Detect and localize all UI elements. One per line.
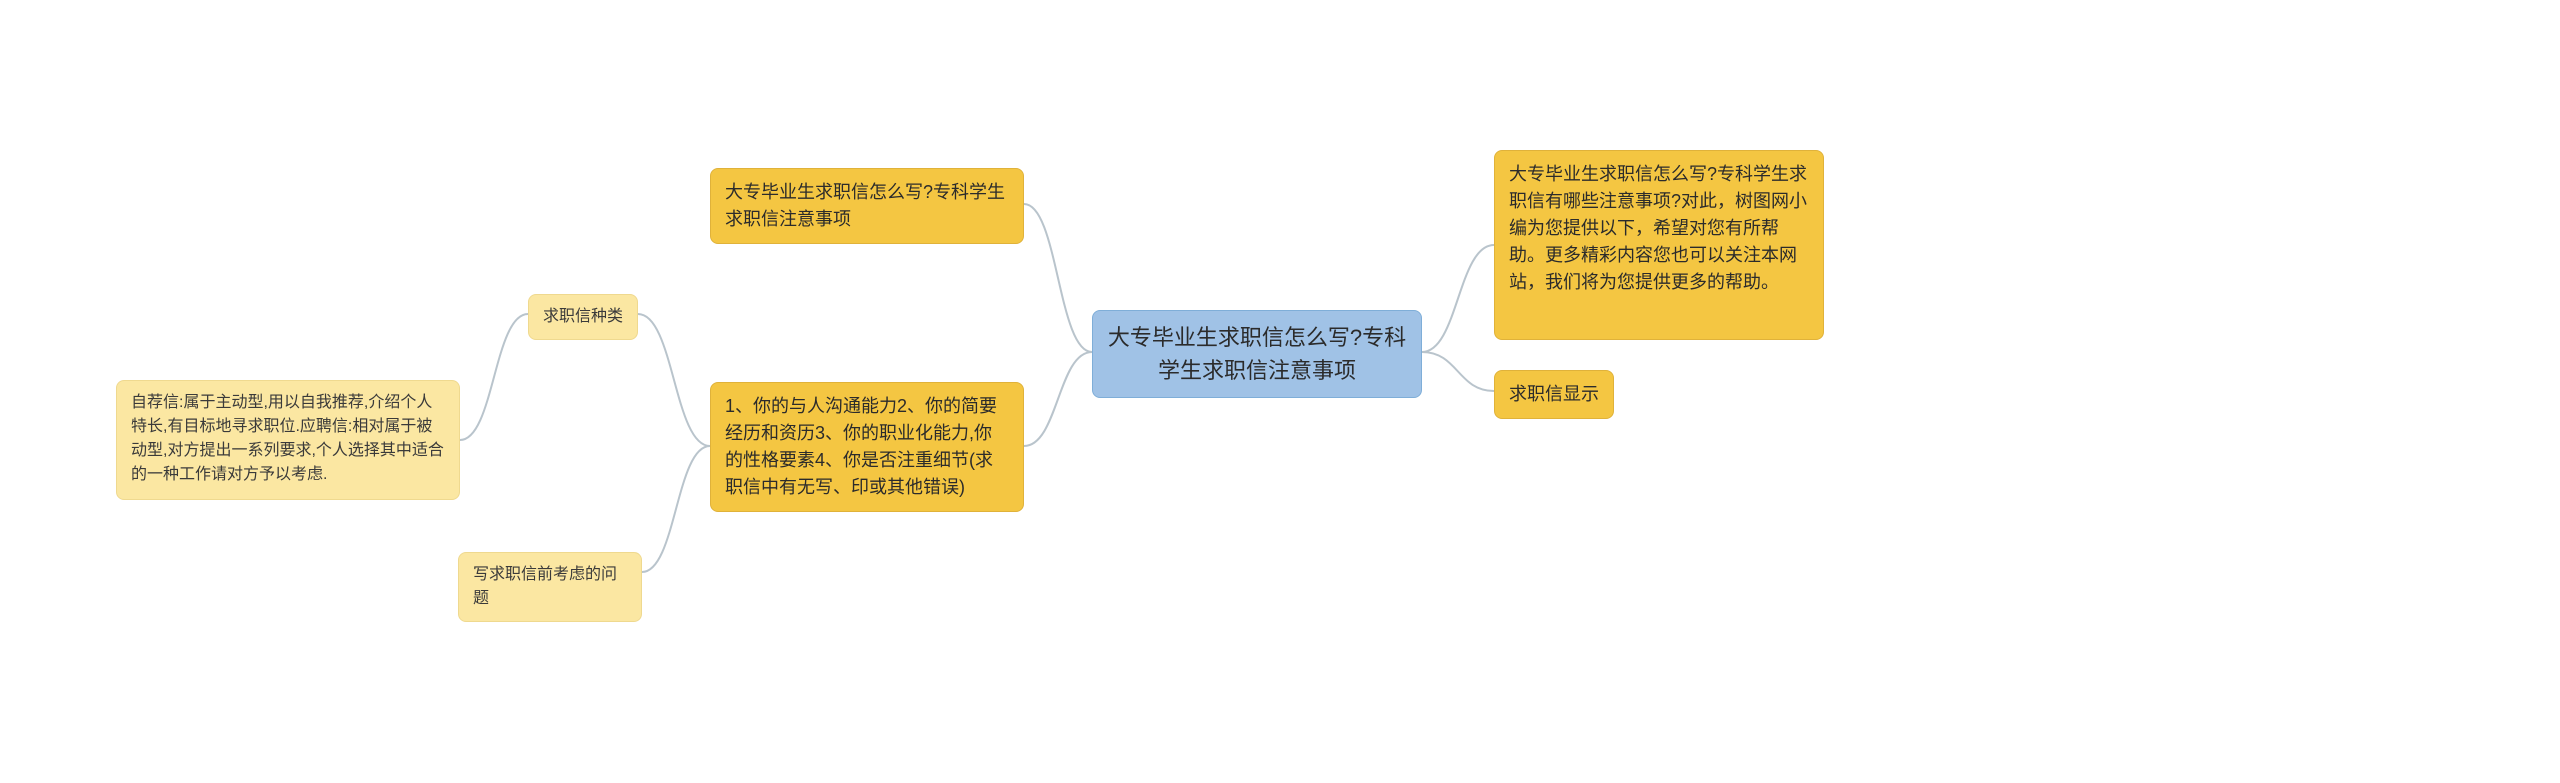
- connector: [1422, 245, 1494, 352]
- node-far-detail: 自荐信:属于主动型,用以自我推荐,介绍个人特长,有目标地寻求职位.应聘信:相对属…: [116, 380, 460, 500]
- connector: [1024, 204, 1092, 352]
- node-center: 大专毕业生求职信怎么写?专科学生求职信注意事项: [1092, 310, 1422, 398]
- node-right-top: 大专毕业生求职信怎么写?专科学生求职信有哪些注意事项?对此，树图网小编为您提供以…: [1494, 150, 1824, 340]
- connector: [638, 314, 710, 446]
- node-right-bottom: 求职信显示: [1494, 370, 1614, 419]
- connector: [1024, 352, 1092, 446]
- node-far-type: 求职信种类: [528, 294, 638, 340]
- node-left-top: 大专毕业生求职信怎么写?专科学生求职信注意事项: [710, 168, 1024, 244]
- connector: [642, 446, 710, 572]
- node-far-question: 写求职信前考虑的问题: [458, 552, 642, 622]
- connector: [460, 314, 528, 440]
- node-left-bottom: 1、你的与人沟通能力2、你的简要经历和资历3、你的职业化能力,你的性格要素4、你…: [710, 382, 1024, 512]
- connector: [1422, 352, 1494, 391]
